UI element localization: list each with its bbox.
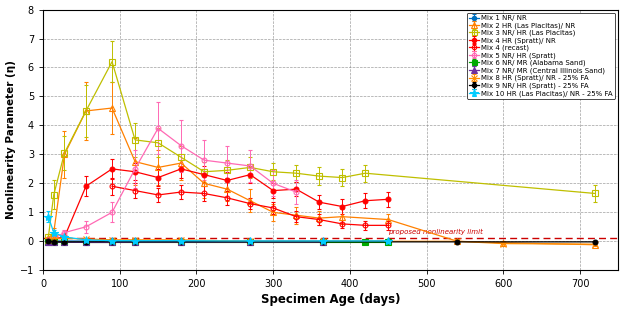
- Text: proposed nonlinearity limit: proposed nonlinearity limit: [388, 229, 483, 235]
- Y-axis label: Nonlinearity Parameter (η): Nonlinearity Parameter (η): [6, 61, 16, 219]
- Legend: Mix 1 NR/ NR, Mix 2 HR (Las Placitas)/ NR, Mix 3 NR/ HR (Las Placitas), Mix 4 HR: Mix 1 NR/ NR, Mix 2 HR (Las Placitas)/ N…: [467, 13, 615, 99]
- X-axis label: Specimen Age (days): Specimen Age (days): [261, 294, 401, 306]
